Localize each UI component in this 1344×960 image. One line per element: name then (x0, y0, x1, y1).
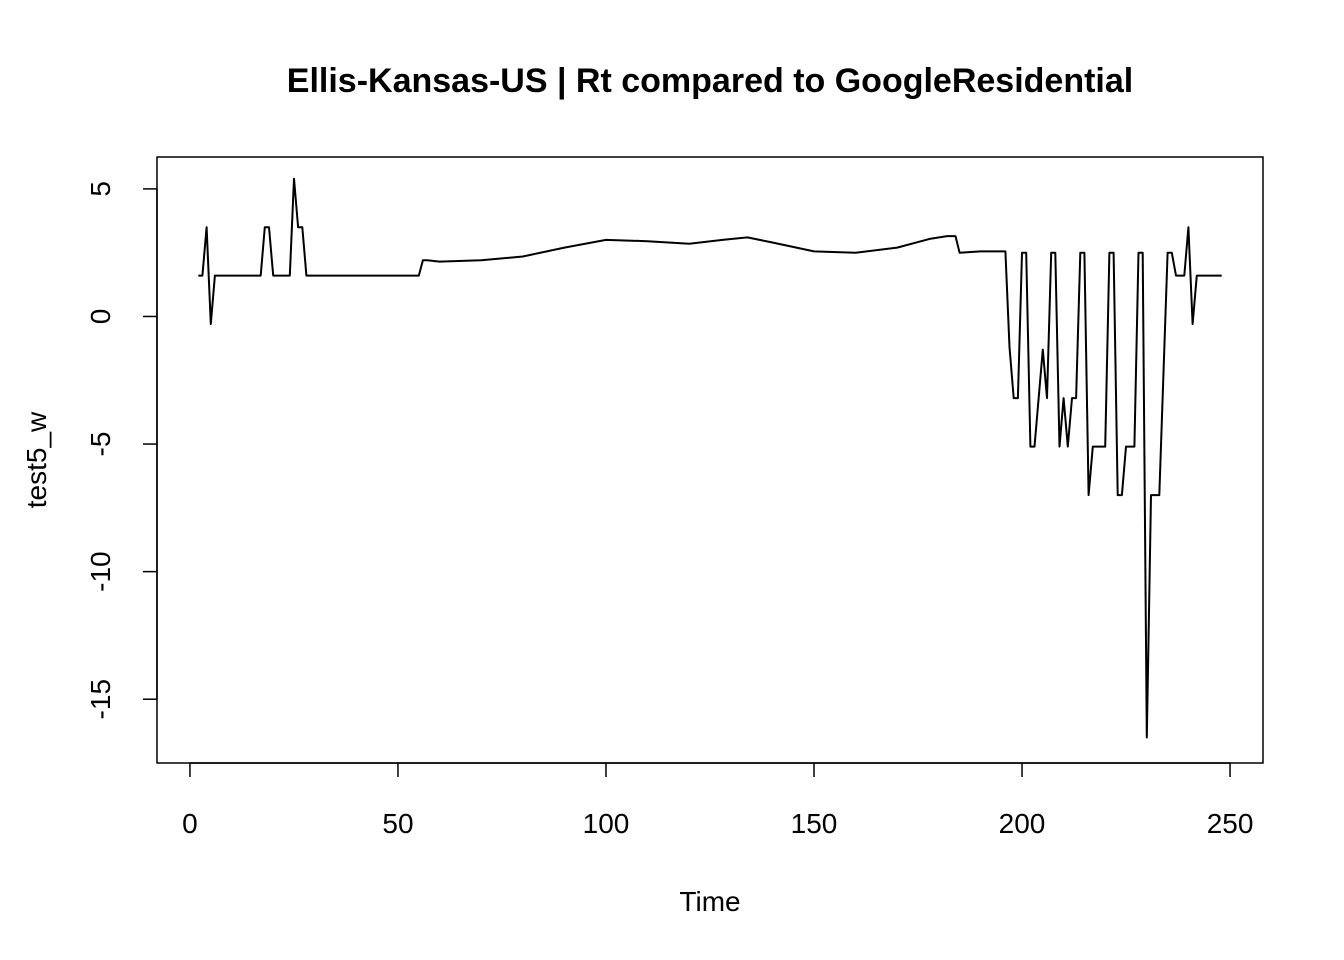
x-axis: 0 50 100 150 200 250 (182, 762, 1254, 839)
y-tick-label: -15 (85, 679, 116, 719)
series-line (198, 177, 1222, 739)
x-tick-label: 100 (583, 808, 630, 839)
y-tick-label: -5 (85, 432, 116, 457)
x-axis-label: Time (679, 886, 740, 917)
x-tick-label: 150 (791, 808, 838, 839)
x-tick-label: 0 (182, 808, 198, 839)
chart-title: Ellis-Kansas-US | Rt compared to GoogleR… (287, 62, 1133, 100)
y-axis-label: test5_w (21, 411, 52, 508)
y-tick-label: 0 (85, 309, 116, 325)
y-axis: -15 -10 -5 0 5 (85, 181, 158, 719)
x-tick-label: 200 (999, 808, 1046, 839)
x-tick-label: 250 (1207, 808, 1254, 839)
y-tick-label: 5 (85, 181, 116, 197)
x-tick-label: 50 (382, 808, 413, 839)
y-tick-label: -10 (85, 551, 116, 591)
